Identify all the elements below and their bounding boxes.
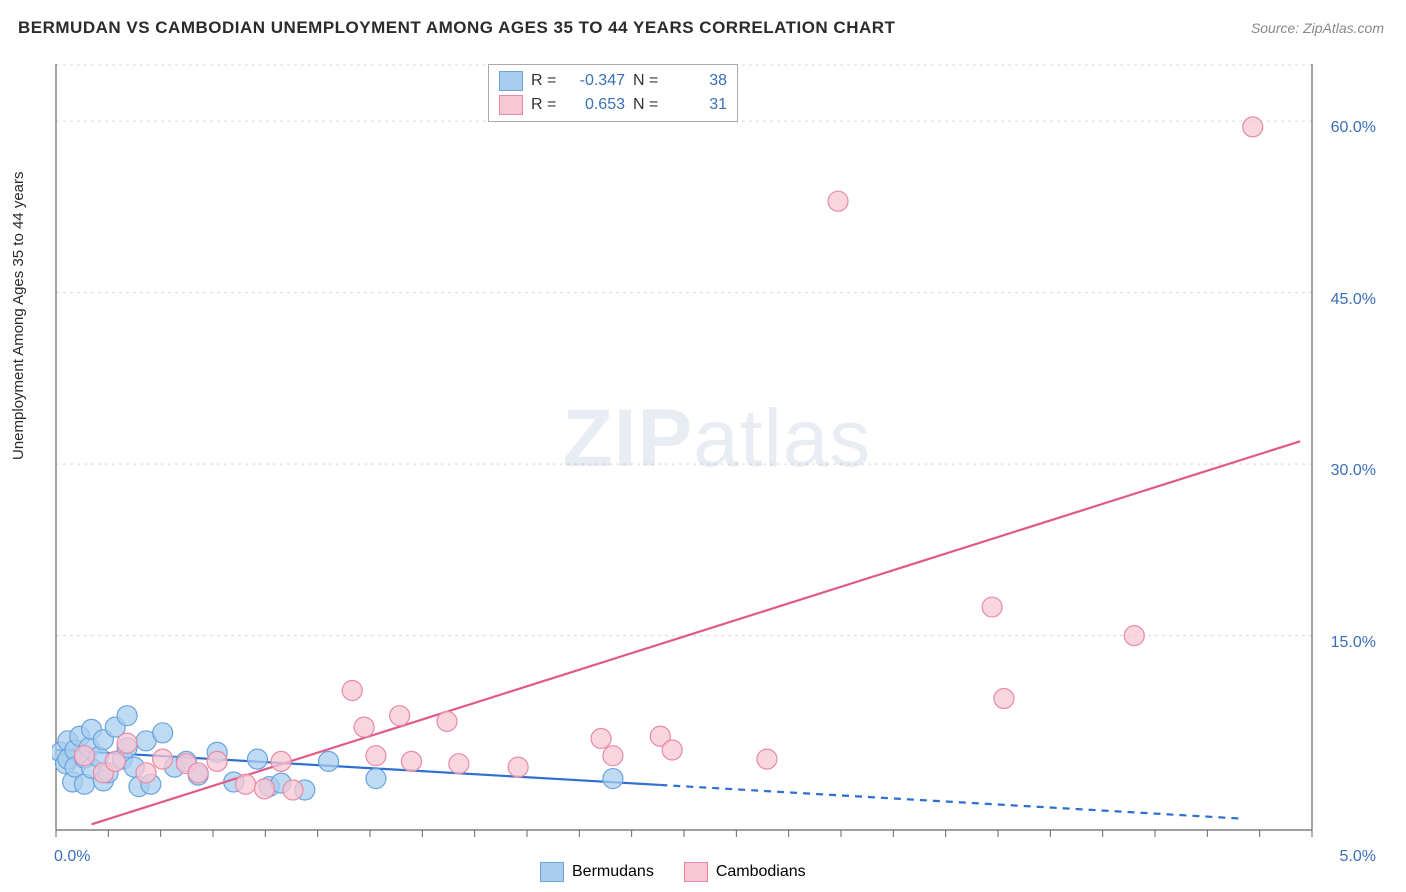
n-label: N = — [633, 72, 661, 90]
legend-row-bermudans: R = -0.347 N = 38 — [499, 69, 727, 93]
x-max-label: 5.0% — [1340, 848, 1376, 866]
x-min-label: 0.0% — [54, 848, 90, 866]
y-tick-label: 60.0% — [1331, 119, 1376, 137]
scatter-plot-svg — [52, 60, 1382, 850]
y-tick-label: 30.0% — [1331, 462, 1376, 480]
correlation-legend: R = -0.347 N = 38 R = 0.653 N = 31 — [488, 64, 738, 122]
r-value-bermudans: -0.347 — [567, 72, 625, 90]
n-label: N = — [633, 96, 661, 114]
legend-label-cambodians: Cambodians — [716, 863, 806, 881]
y-tick-label: 15.0% — [1331, 634, 1376, 652]
r-label: R = — [531, 72, 559, 90]
legend-row-cambodians: R = 0.653 N = 31 — [499, 93, 727, 117]
n-value-cambodians: 31 — [669, 96, 727, 114]
swatch-bermudans — [540, 862, 564, 882]
swatch-cambodians — [684, 862, 708, 882]
r-label: R = — [531, 96, 559, 114]
chart-title: BERMUDAN VS CAMBODIAN UNEMPLOYMENT AMONG… — [18, 18, 895, 38]
legend-item-bermudans: Bermudans — [540, 862, 654, 882]
legend-label-bermudans: Bermudans — [572, 863, 654, 881]
swatch-cambodians — [499, 95, 523, 115]
chart-area: ZIPatlas 15.0%30.0%45.0%60.0%0.0%5.0% — [52, 60, 1382, 850]
legend-item-cambodians: Cambodians — [684, 862, 806, 882]
n-value-bermudans: 38 — [669, 72, 727, 90]
y-axis-label: Unemployment Among Ages 35 to 44 years — [10, 171, 27, 460]
swatch-bermudans — [499, 71, 523, 91]
series-legend: Bermudans Cambodians — [540, 862, 806, 882]
y-tick-label: 45.0% — [1331, 291, 1376, 309]
r-value-cambodians: 0.653 — [567, 96, 625, 114]
source-label: Source: ZipAtlas.com — [1251, 20, 1384, 36]
